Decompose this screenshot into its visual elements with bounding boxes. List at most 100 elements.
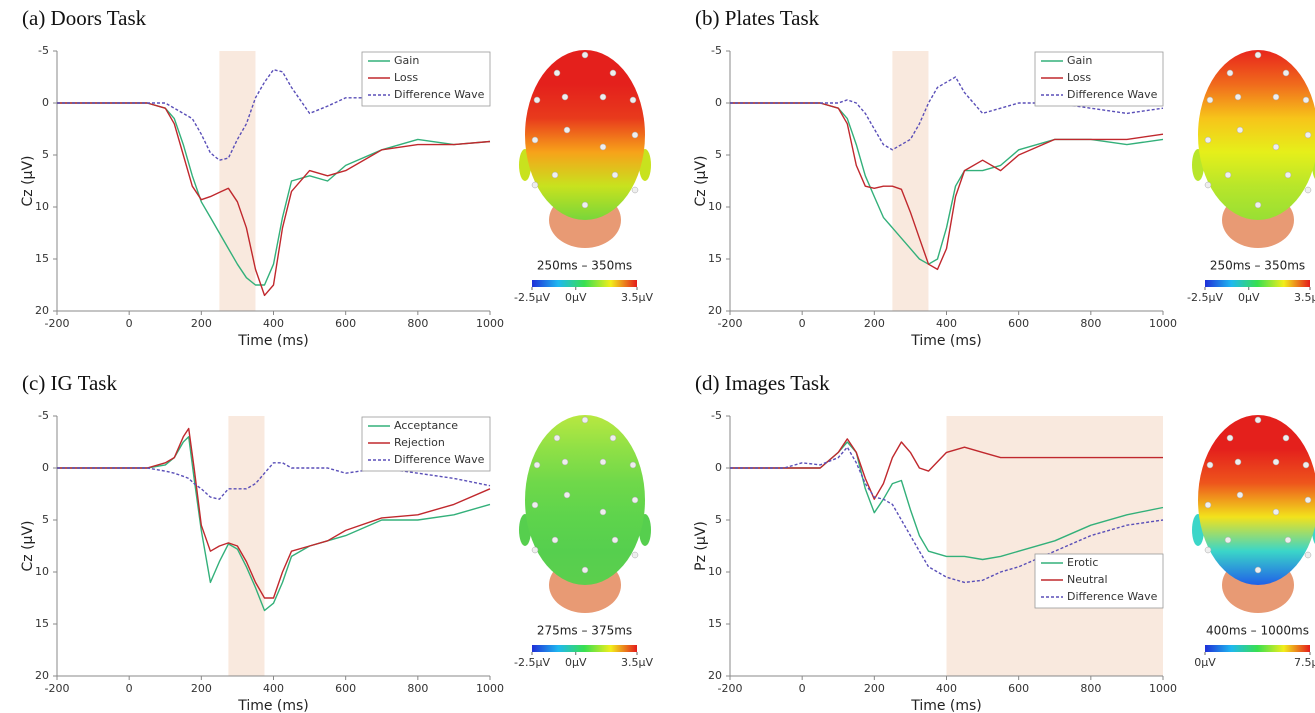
legend-label: Gain [394,54,419,67]
y-tick-label: 5 [715,148,722,161]
electrode [551,536,559,544]
series-line [57,69,491,161]
y-tick-label: 20 [708,304,722,317]
electrode [581,566,589,574]
x-tick-label: -200 [45,682,70,695]
y-tick-label: 10 [708,200,722,213]
electrode [609,69,617,77]
legend-label: Difference Wave [394,88,485,101]
y-axis-label: Pz (µV) [693,521,709,571]
x-tick-label: 800 [1080,317,1101,330]
electrode [1302,96,1310,104]
x-axis-label: Time (ms) [237,698,309,713]
electrode [1206,96,1214,104]
electrode [561,93,569,101]
x-tick-label: 200 [864,317,885,330]
electrode [1254,566,1262,574]
electrode [599,458,607,466]
electrode [1254,201,1262,209]
y-tick-label: 15 [708,617,722,630]
colorbar-title: 275ms – 375ms [537,624,632,638]
colorbar-title: 250ms – 350ms [1210,259,1305,273]
y-tick-label: 0 [42,461,49,474]
electrode [533,461,541,469]
panel-title: (d) Images Task [695,371,830,395]
electrode [533,96,541,104]
legend-label: Loss [394,71,418,84]
y-tick-label: 10 [35,200,49,213]
electrode [1302,461,1310,469]
y-tick-label: 0 [42,96,49,109]
x-tick-label: 800 [407,317,428,330]
electrode [1282,434,1290,442]
electrode [1234,458,1242,466]
legend-label: Difference Wave [1067,590,1158,603]
x-tick-label: 200 [191,317,212,330]
colorbar [1205,645,1310,652]
colorbar-tick-label: 7.5µV [1294,656,1315,669]
electrode [609,434,617,442]
electrode [1236,126,1244,134]
topomap [525,50,645,220]
electrode [1226,434,1234,442]
legend-label: Difference Wave [1067,88,1158,101]
colorbar-tick-label: 0µV [1238,291,1260,304]
electrode [1284,536,1292,544]
x-tick-label: 400 [936,317,957,330]
x-tick-label: 400 [936,682,957,695]
colorbar-tick-label: 3.5µV [621,291,653,304]
electrode [1206,461,1214,469]
series-line [730,76,1164,151]
y-tick-label: 0 [715,96,722,109]
x-tick-label: -200 [718,317,743,330]
panel: (b) Plates Task -5 0 5 10 15 20-200 0 200 400 600 8… [693,6,1315,349]
panel: (d) Images Task -5 0 5 10 15 20-200 0 200 400 600 8… [693,371,1315,713]
x-tick-label: 1000 [1149,682,1177,695]
electrode [1272,458,1280,466]
x-tick-label: 200 [191,682,212,695]
electrode [1272,508,1280,516]
electrode [1224,171,1232,179]
time-window [946,416,1163,676]
x-tick-label: 400 [263,682,284,695]
y-tick-label: -5 [38,409,49,422]
y-tick-label: -5 [711,409,722,422]
electrode [1204,136,1212,144]
y-tick-label: 10 [35,565,49,578]
y-tick-label: 15 [708,252,722,265]
electrode [1304,131,1312,139]
electrode [631,186,639,194]
x-tick-label: 1000 [1149,317,1177,330]
x-tick-label: 0 [126,682,133,695]
x-tick-label: 0 [799,682,806,695]
y-axis-label: Cz (µV) [693,156,709,207]
legend-label: Loss [1067,71,1091,84]
electrode [581,416,589,424]
x-tick-label: 200 [864,682,885,695]
y-tick-label: 5 [42,513,49,526]
colorbar-tick-label: -2.5µV [1187,291,1223,304]
x-tick-label: 600 [1008,317,1029,330]
electrode [1226,69,1234,77]
colorbar-tick-label: -2.5µV [514,656,550,669]
electrode [599,508,607,516]
x-tick-label: 400 [263,317,284,330]
y-tick-label: 5 [715,513,722,526]
x-tick-label: -200 [718,682,743,695]
electrode [1234,93,1242,101]
series-line [730,446,1164,584]
x-axis-label: Time (ms) [910,333,982,349]
electrode [1204,546,1212,554]
series-line [57,102,491,286]
colorbar-title: 250ms – 350ms [537,259,632,273]
series-line [730,102,1164,271]
time-window [892,51,929,311]
electrode [553,69,561,77]
electrode [1272,93,1280,101]
electrode [561,458,569,466]
y-axis-label: Cz (µV) [20,521,36,572]
colorbar-tick-label: 3.5µV [621,656,653,669]
electrode [1282,69,1290,77]
y-tick-label: 5 [42,148,49,161]
electrode [1304,551,1312,559]
